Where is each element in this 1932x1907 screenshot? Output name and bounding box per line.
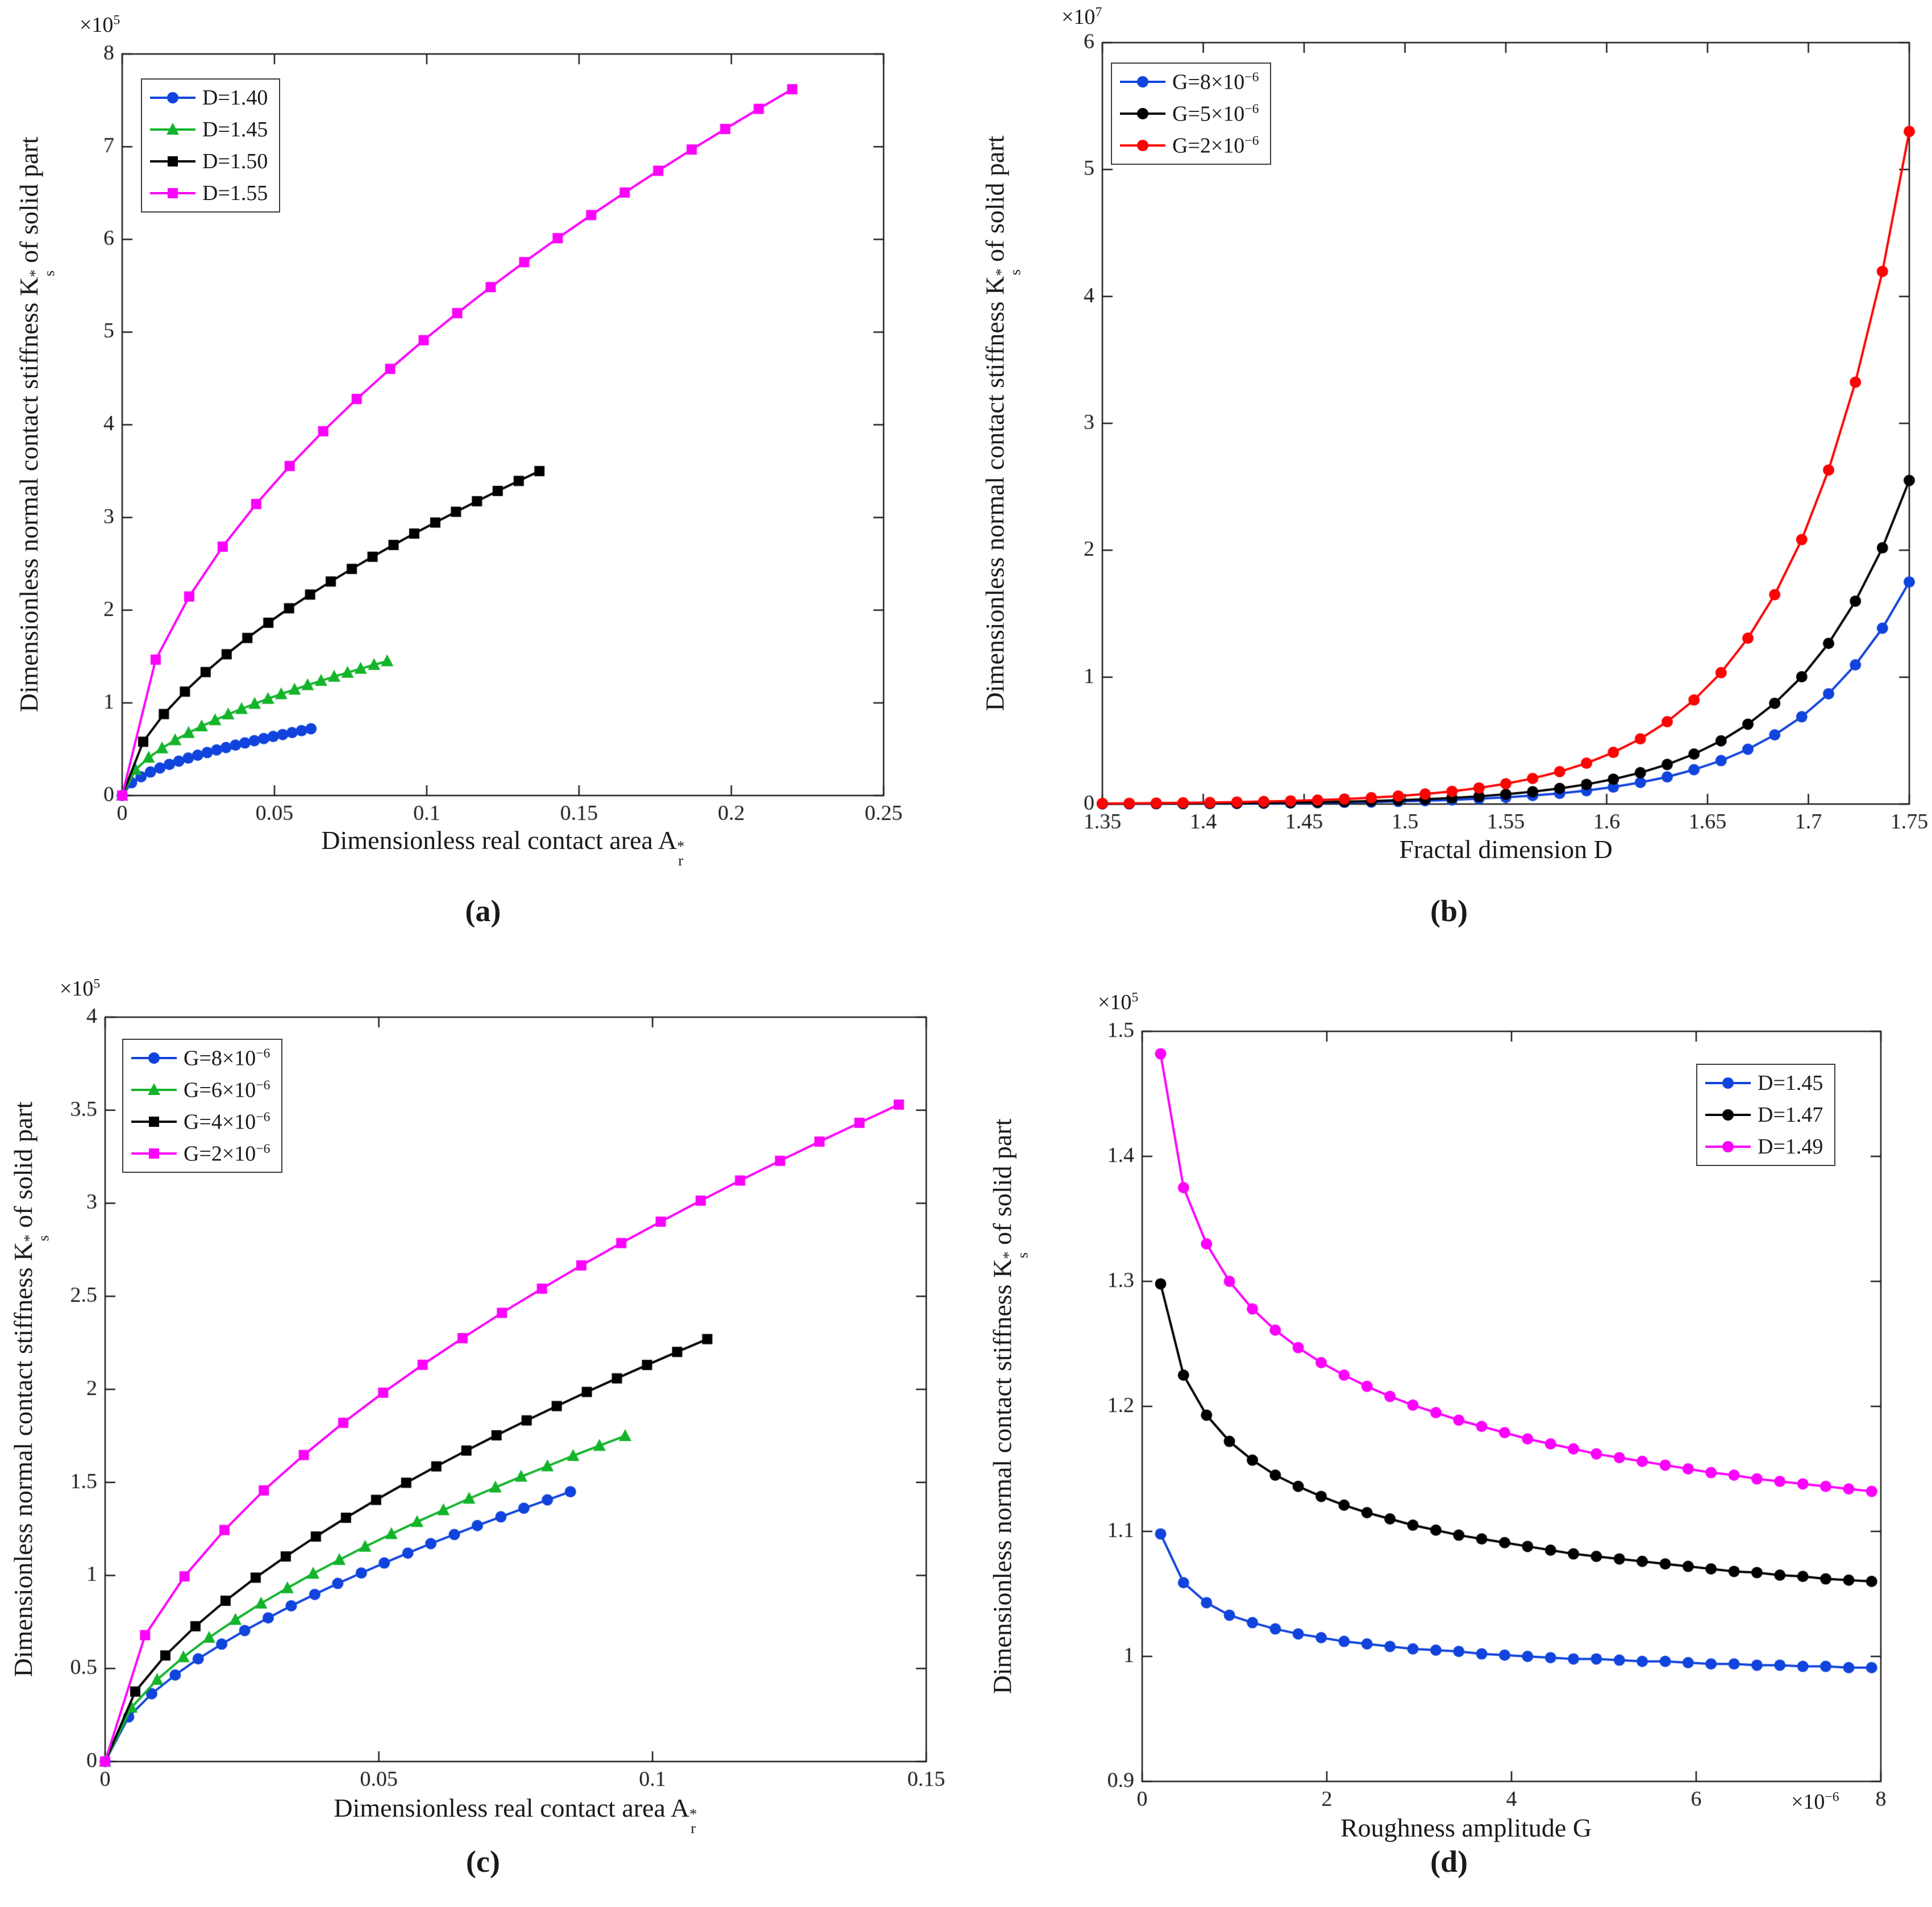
caption-d: (d) — [1430, 1844, 1468, 1879]
panel-a-y-multiplier: ×105 — [80, 13, 120, 37]
caption-a: (a) — [465, 894, 501, 928]
legend-entry: D=1.45 — [149, 118, 268, 141]
circle-marker-icon — [131, 1052, 177, 1064]
panel-d-legend: D=1.45 D=1.47 D=1.49 — [1696, 1064, 1836, 1166]
panel-d: Dimensionless normal contact stiffness K… — [966, 966, 1932, 1852]
legend-entry: G=2×10−6 — [130, 1142, 270, 1165]
legend-label: G=4×10−6 — [184, 1109, 270, 1134]
legend-label: D=1.45 — [1758, 1071, 1823, 1095]
caption-c: (c) — [466, 1844, 500, 1879]
panel-a-y-axis-label: Dimensionless normal contact stiffness K… — [14, 136, 58, 713]
legend-label: D=1.49 — [1758, 1135, 1823, 1159]
square-marker-icon — [150, 188, 195, 198]
panel-b-x-axis-label: Fractal dimension D — [1399, 835, 1613, 864]
panel-a: Dimensionless normal contact stiffness K… — [0, 0, 966, 886]
legend-label: G=8×10−6 — [1172, 69, 1259, 94]
legend-entry: D=1.49 — [1704, 1135, 1823, 1158]
circle-marker-icon — [1120, 140, 1165, 151]
circle-marker-icon — [1705, 1077, 1751, 1089]
panel-c: Dimensionless normal contact stiffness K… — [0, 966, 966, 1852]
panel-d-y-multiplier: ×105 — [1098, 990, 1139, 1014]
panel-b-y-multiplier: ×107 — [1061, 5, 1102, 29]
circle-marker-icon — [150, 92, 195, 103]
legend-label: D=1.55 — [202, 181, 268, 205]
panel-c-x-axis-label: Dimensionless real contact area A * r — [334, 1793, 697, 1837]
panel-d-x-multiplier: ×10−6 — [1791, 1789, 1839, 1814]
legend-label: G=2×10−6 — [184, 1141, 270, 1166]
caption-b: (b) — [1430, 894, 1468, 928]
legend-entry: G=2×10−6 — [1119, 134, 1259, 157]
legend-label: D=1.45 — [202, 118, 268, 141]
legend-entry: D=1.40 — [149, 86, 268, 109]
legend-label: G=5×10−6 — [1172, 101, 1259, 126]
legend-entry: G=8×10−6 — [1119, 70, 1259, 93]
circle-marker-icon — [1705, 1141, 1751, 1152]
panel-c-y-axis-label: Dimensionless normal contact stiffness K… — [9, 1101, 52, 1677]
legend-entry: D=1.50 — [149, 150, 268, 173]
legend-entry: G=8×10−6 — [130, 1047, 270, 1069]
legend-entry: G=6×10−6 — [130, 1079, 270, 1101]
panel-b-legend: G=8×10−6 G=5×10−6 G=2×10−6 — [1111, 63, 1272, 165]
legend-entry: G=4×10−6 — [130, 1110, 270, 1133]
legend-label: D=1.47 — [1758, 1103, 1823, 1127]
legend-label: D=1.40 — [202, 86, 268, 110]
circle-marker-icon — [1120, 76, 1165, 88]
panel-d-y-axis-label: Dimensionless normal contact stiffness K… — [988, 1118, 1031, 1694]
square-marker-icon — [150, 156, 195, 166]
legend-label: G=6×10−6 — [184, 1077, 270, 1102]
panel-c-legend: G=8×10−6 G=6×10−6 G=4×10−6 G=2×10−6 — [122, 1039, 283, 1173]
panel-b-y-axis-label: Dimensionless normal contact stiffness K… — [980, 135, 1024, 711]
legend-entry: D=1.45 — [1704, 1072, 1823, 1094]
legend-label: G=8×10−6 — [184, 1046, 270, 1071]
circle-marker-icon — [1705, 1109, 1751, 1121]
panel-a-x-axis-label: Dimensionless real contact area A * r — [321, 826, 685, 869]
square-marker-icon — [131, 1148, 177, 1159]
triangle-marker-icon — [131, 1083, 177, 1095]
panel-c-y-multiplier: ×105 — [60, 976, 101, 1001]
legend-label: G=2×10−6 — [1172, 133, 1259, 158]
triangle-marker-icon — [150, 123, 195, 135]
legend-label: D=1.50 — [202, 149, 268, 173]
square-marker-icon — [131, 1117, 177, 1127]
panel-b: Dimensionless normal contact stiffness K… — [966, 0, 1932, 886]
panel-d-x-axis-label: Roughness amplitude G — [1340, 1813, 1592, 1842]
legend-entry: G=5×10−6 — [1119, 102, 1259, 125]
legend-entry: D=1.55 — [149, 182, 268, 205]
circle-marker-icon — [1120, 108, 1165, 119]
panel-a-legend: D=1.40 D=1.45 D=1.50 D=1.55 — [141, 78, 281, 213]
legend-entry: D=1.47 — [1704, 1104, 1823, 1126]
